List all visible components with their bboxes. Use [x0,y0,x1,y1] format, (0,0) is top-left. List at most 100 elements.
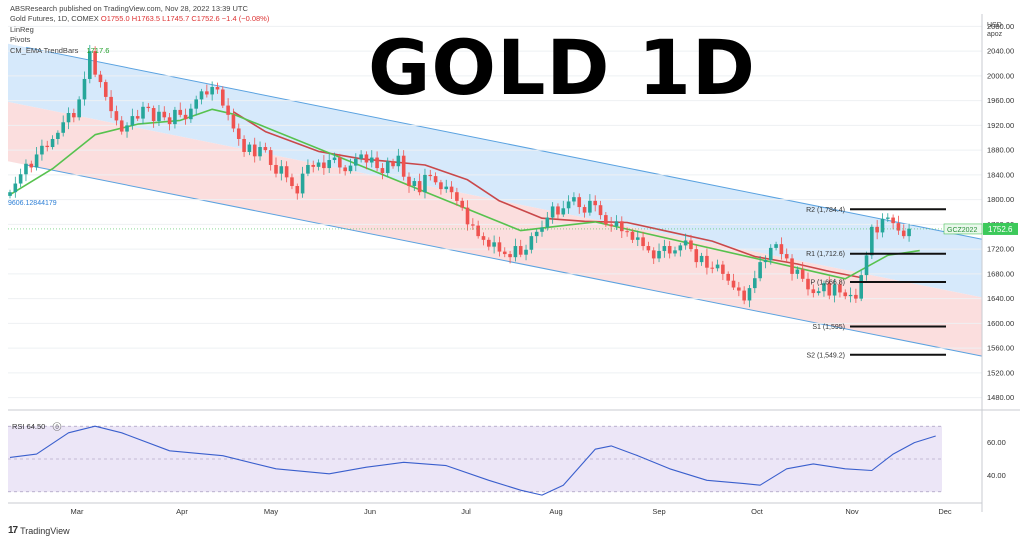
candle-body [508,254,512,258]
candle-body [742,290,746,301]
candle-body [513,246,518,258]
candle-body [221,89,225,106]
candle-body [721,264,725,274]
ema-value: 1717.6 [86,45,110,55]
candle-body [726,273,730,281]
channel-lower-line [25,164,982,357]
candle-body [167,117,172,125]
price-tick-label: 1840.00 [987,170,1014,179]
candle-body [258,147,262,157]
candle-body [34,154,39,168]
candle-body [306,164,310,174]
candle-body [114,111,119,121]
price-tick-label: 1960.00 [987,96,1014,105]
candle-body [657,250,661,259]
candle-body [157,111,161,122]
candle-body [268,150,273,165]
candle-body [891,217,895,224]
candle-body [40,145,44,155]
candle-body [369,157,374,163]
candle-body [109,96,113,112]
candle-body [678,245,683,251]
candle-body [683,240,688,246]
candle-body [343,167,347,172]
channel-upper-zone [8,43,982,298]
indicator-ema: CM_EMA TrendBars 1717.6 [10,46,269,56]
candle-body [582,207,587,213]
symbol-name: Gold Futures, 1D, COMEX [10,14,99,24]
price-grid [8,25,982,399]
candle-body [625,231,629,233]
candle-body [322,162,326,169]
candle-body [641,237,645,247]
candle-body [45,145,50,148]
price-tick-label: 1720.00 [987,245,1014,254]
candle-body [561,208,566,215]
candle-body [88,51,92,79]
candle-body [492,242,496,247]
candle-body [896,223,901,231]
candle-body [694,249,699,263]
rsi-band-fill [8,426,942,492]
price-tick-label: 1800.00 [987,195,1014,204]
candle-body [758,262,762,279]
currency-code: USD [987,22,1002,29]
candle-body [455,192,459,201]
candle-body [572,197,576,202]
candle-body [487,239,491,247]
tradingview-text: TradingView [20,525,70,536]
candle-body [848,294,853,297]
candle-body [768,247,773,261]
candle-body [61,122,65,133]
pivot-label: P (1,666.8) [810,280,845,287]
price-axis: 1480.00 1520.00 1560.00 1600.00 1640.00 1680.… [8,14,1020,512]
candle-body [24,163,28,175]
candle-body [854,294,858,299]
channel-upper-line [25,46,982,240]
candle-body [870,226,874,256]
candle-body [300,173,305,194]
candle-body [433,176,438,183]
candle-body [646,246,651,251]
price-tick-label: 1560.00 [987,344,1014,353]
candle-body [604,215,608,225]
candle-body [162,111,167,118]
symbol-tag-box [943,223,983,235]
candle-body [822,283,826,292]
candle-body [545,217,550,228]
candle-body [284,166,289,178]
pivot-label: R2 (1,784.4) [806,207,845,214]
candle-body [354,158,358,166]
candle-body [231,114,236,129]
candle-body [226,105,230,115]
tradingview-logo-icon: 17 [8,525,18,536]
candle-body [141,106,145,119]
indicator-linreg: LinReg [10,24,34,34]
candle-body [279,166,284,174]
candle-body [417,181,422,193]
candle-body [274,164,278,174]
candle-body [481,236,486,240]
candle-body [710,267,715,269]
candle-body [423,174,427,193]
candle-body [215,87,220,90]
candle-body [784,254,789,259]
candle-body [540,227,544,232]
candles [8,44,911,308]
candle-body [875,226,879,233]
candle-body [194,99,198,109]
time-tick-label: Mar [71,507,84,516]
candle-body [497,242,502,252]
candle-body [859,275,863,299]
time-tick-label: Jun [364,507,376,516]
candle-body [407,176,411,187]
candle-body [630,231,635,240]
candle-body [827,283,832,296]
candle-body [753,278,757,289]
candle-body [534,231,539,237]
pivot-label: S1 (1,595) [812,324,845,331]
candle-body [391,161,395,167]
currency-label: USD apoz [987,21,1002,39]
candle-body [737,287,741,291]
